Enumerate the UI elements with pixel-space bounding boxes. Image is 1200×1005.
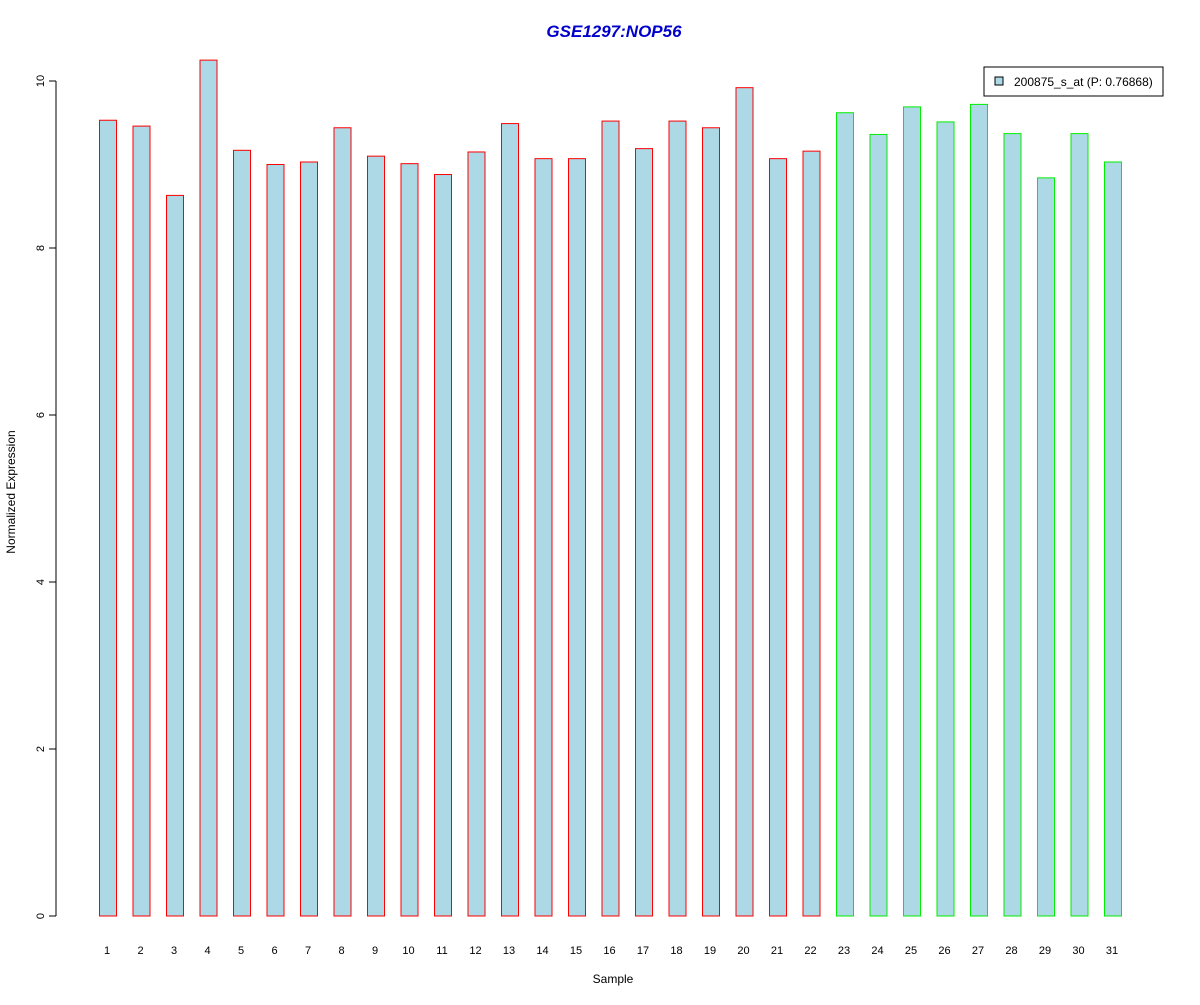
- legend-swatch: [994, 76, 1004, 86]
- x-tick-label: 9: [372, 945, 378, 957]
- bar-sample-9: [367, 155, 385, 917]
- bar-sample-3: [166, 194, 184, 917]
- bar-sample-27: [970, 103, 988, 917]
- x-tick-label: 5: [238, 945, 244, 957]
- bar-sample-17: [635, 148, 653, 917]
- x-tick-label: 27: [972, 945, 984, 957]
- bar-sample-6: [266, 164, 285, 917]
- bar-sample-14: [534, 158, 553, 917]
- x-axis-label: Sample: [593, 972, 634, 986]
- bar-sample-7: [300, 161, 318, 917]
- x-tick-label: 29: [1039, 945, 1051, 957]
- bar-series: [99, 59, 1122, 917]
- bar-sample-20: [735, 87, 754, 917]
- x-tick-label: 26: [938, 945, 950, 957]
- bar-sample-16: [601, 120, 620, 917]
- x-tick-label: 30: [1072, 945, 1084, 957]
- x-tick-label: 23: [838, 945, 850, 957]
- x-tick-label: 21: [771, 945, 783, 957]
- bar-sample-4: [199, 59, 218, 917]
- x-tick-label: 10: [402, 945, 414, 957]
- x-tick-label: 14: [536, 945, 548, 957]
- chart-title: GSE1297:NOP56: [546, 22, 682, 41]
- x-tick-label: 24: [871, 945, 883, 957]
- x-tick-label: 8: [338, 945, 344, 957]
- y-tick-label: 2: [35, 746, 47, 752]
- bar-sample-25: [903, 106, 921, 917]
- x-tick-label: 31: [1106, 945, 1118, 957]
- bar-sample-24: [869, 133, 888, 917]
- bar-sample-15: [568, 158, 586, 917]
- x-tick-label: 15: [570, 945, 582, 957]
- bar-sample-11: [434, 174, 452, 917]
- y-axis: 0 2 4 6 8 10: [35, 75, 57, 919]
- x-tick-label: 13: [503, 945, 515, 957]
- bar-sample-5: [233, 149, 251, 917]
- bar-sample-19: [702, 127, 720, 917]
- y-tick-label: 10: [35, 75, 47, 87]
- x-tick-label: 6: [271, 945, 277, 957]
- x-tick-label: 3: [171, 945, 177, 957]
- x-tick-label: 4: [204, 945, 210, 957]
- x-tick-label: 11: [436, 945, 447, 957]
- bar-sample-28: [1003, 133, 1022, 917]
- legend-box: [983, 66, 1164, 97]
- x-tick-label: 12: [469, 945, 481, 957]
- x-axis-tick-labels: 1 2 3 4 5 6 7 8 9 10 11 12 13 14 15 16 17 18 19 20 21 22 23 24 2…: [104, 945, 1118, 957]
- bar-sample-22: [802, 150, 821, 917]
- x-tick-label: 7: [305, 945, 311, 957]
- x-tick-label: 20: [737, 945, 749, 957]
- x-tick-label: 16: [603, 945, 615, 957]
- bar-sample-29: [1037, 177, 1055, 917]
- x-tick-label: 18: [670, 945, 682, 957]
- bar-sample-13: [501, 123, 519, 917]
- bar-sample-21: [769, 158, 787, 917]
- x-tick-label: 1: [104, 945, 110, 957]
- x-tick-label: 19: [704, 945, 716, 957]
- bar-sample-1: [99, 119, 117, 917]
- x-tick-label: 25: [905, 945, 917, 957]
- bar-sample-10: [400, 163, 419, 917]
- x-tick-label: 2: [137, 945, 143, 957]
- bar-sample-8: [333, 127, 352, 917]
- x-tick-label: 22: [804, 945, 816, 957]
- bar-sample-26: [936, 121, 955, 917]
- bar-sample-18: [668, 120, 687, 917]
- bar-sample-23: [836, 112, 854, 917]
- bar-sample-12: [467, 151, 486, 917]
- legend-label: 200875_s_at (P: 0.76868): [1014, 75, 1153, 89]
- y-tick-label: 0: [35, 913, 47, 919]
- x-tick-label: 17: [637, 945, 649, 957]
- y-tick-label: 4: [35, 579, 47, 585]
- x-tick-label: 28: [1005, 945, 1017, 957]
- y-tick-label: 8: [35, 245, 47, 251]
- y-tick-label: 6: [35, 412, 47, 418]
- legend: 200875_s_at (P: 0.76868): [983, 66, 1164, 97]
- bar-sample-31: [1104, 161, 1122, 917]
- bar-sample-2: [132, 125, 151, 917]
- bar-sample-30: [1070, 133, 1089, 917]
- y-axis-label: Normalized Expression: [4, 430, 18, 553]
